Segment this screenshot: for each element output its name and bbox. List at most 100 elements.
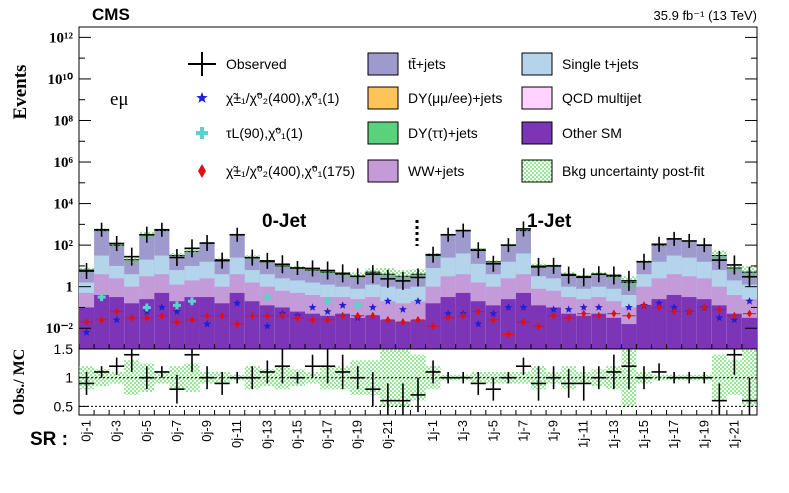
x-tick-label: 0j-15: [289, 420, 304, 449]
channel-label: eμ: [110, 89, 129, 110]
x-tick-label: 0j-17: [320, 420, 335, 449]
stack-bar-other-sm: [561, 313, 577, 349]
background-stack: [79, 228, 757, 349]
signal1-star: [579, 303, 588, 311]
signal2-cross: [97, 293, 106, 302]
legend-marker-diamond: [198, 164, 206, 178]
signal1-star: [368, 303, 377, 311]
legend-label-dyll: DY(μμ/ee)+jets: [408, 90, 502, 106]
signal1-star: [624, 303, 633, 311]
x-tick-label: 0j-13: [259, 420, 274, 449]
experiment-label: CMS: [92, 5, 130, 24]
signal3-diamond: [144, 313, 150, 322]
signal3-diamond: [415, 315, 421, 324]
legend-swatch-ww: [367, 159, 399, 183]
ratio-y-axis-label: Obs./ MC: [11, 349, 28, 416]
legend-swatch-other: [521, 121, 553, 145]
stack-bar-other-sm: [320, 315, 336, 349]
signal1-star: [338, 301, 347, 309]
legend-entry-unc: Bkg uncertainty post-fit: [521, 159, 705, 183]
x-prefix-label: SR :: [30, 429, 68, 450]
signal3-diamond: [460, 311, 466, 320]
region-label-0jet: 0-Jet: [262, 211, 307, 232]
signal2-cross: [353, 301, 362, 310]
legend-swatch-dytt: [367, 121, 399, 145]
signal1-star: [519, 303, 528, 311]
stack-bar-other-sm: [726, 313, 742, 349]
signal3-diamond: [475, 307, 481, 316]
legend-label-observed: Observed: [226, 56, 287, 72]
signal3-diamond: [686, 307, 692, 316]
region-label-1jet: 1-Jet: [527, 211, 572, 232]
stack-bar-other-sm: [139, 299, 155, 349]
legend-label-sig3: χ̃±₁/χ̃⁰₂(400),χ̃⁰₁(175): [226, 163, 355, 179]
stack-bar-other-sm: [305, 313, 321, 349]
signal3-diamond: [445, 313, 451, 322]
legend-entry-sig2: τL(90),χ̃⁰₁(1): [196, 125, 303, 141]
y-tick-label: 10⁶: [54, 155, 74, 171]
signal1-star: [203, 319, 212, 328]
signal1-star: [263, 321, 272, 330]
legend-entry-ww: WW+jets: [367, 159, 464, 183]
legend-entry-observed: Observed: [188, 52, 287, 76]
legend-label-sig1: χ̃±₁/χ̃⁰₂(400),χ̃⁰₁(1): [226, 90, 339, 106]
stack-bar-other-sm: [109, 297, 125, 349]
signal3-diamond: [490, 315, 496, 324]
x-tick-label: 0j-7: [169, 420, 184, 442]
signal1-star: [715, 313, 724, 322]
signal1-star: [594, 303, 603, 311]
y-axis-ticks: 10⁻² 1 10² 10⁴ 10⁶ 10⁸ 10¹⁰ 10¹²: [46, 30, 757, 350]
signal1-star: [549, 305, 558, 313]
legend-entry-singlet: Single t+jets: [521, 52, 639, 76]
legend-label-sig2: τL(90),χ̃⁰₁(1): [226, 125, 303, 141]
ratio-tick-label: 1: [65, 370, 73, 386]
signal3-diamond: [671, 307, 677, 316]
signal3-diamond: [641, 301, 647, 310]
signal3-diamond: [596, 311, 602, 320]
legend-swatch-unc: [521, 159, 553, 183]
signal1-star: [308, 303, 317, 311]
stack-bar-other-sm: [621, 324, 637, 349]
signal3-diamond: [626, 311, 632, 320]
observed-points: [79, 221, 757, 291]
signal1-star: [233, 299, 242, 307]
stack-bar-other-sm: [455, 292, 471, 349]
signal2-cross: [323, 297, 332, 306]
x-tick-label: 1j-3: [455, 420, 470, 442]
signal3-diamond: [551, 311, 557, 320]
x-tick-label: 1j-19: [696, 420, 711, 449]
stack-bar-other-sm: [350, 317, 366, 349]
legend-label-dytt: DY(ττ)+jets: [408, 125, 478, 141]
signal1-star: [157, 303, 166, 311]
signal3-diamond: [581, 309, 587, 318]
ratio-uncertainty: [726, 360, 742, 395]
legend-entry-sig1: χ̃±₁/χ̃⁰₂(400),χ̃⁰₁(1): [196, 90, 339, 106]
signal3-diamond: [249, 311, 255, 320]
stack-bar-other-sm: [485, 305, 501, 349]
x-tick-label: 0j-9: [199, 420, 214, 442]
signal1-star: [474, 319, 483, 328]
signal3-diamond: [279, 311, 285, 320]
stack-bar-other-sm: [274, 307, 290, 349]
y-axis-label: Events: [10, 65, 31, 120]
stack-bar-other-sm: [500, 299, 516, 349]
legend-entry-qcd: QCD multijet: [521, 86, 641, 110]
legend-entry-ttbar: tt̄+jets: [367, 52, 446, 76]
signal3-diamond: [611, 309, 617, 318]
signal1-star: [504, 303, 513, 311]
signal1-star: [489, 309, 498, 318]
signal3-diamond: [159, 311, 165, 320]
signal3-diamond: [219, 311, 225, 320]
legend-marker-observed: [188, 52, 216, 76]
ratio-uncertainty: [395, 349, 411, 407]
stack-bar-other-sm: [741, 317, 757, 349]
stack-bar-other-sm: [365, 315, 381, 349]
stack-bar-other-sm: [651, 299, 667, 349]
signal3-diamond: [294, 313, 300, 322]
signal3-diamond: [99, 315, 105, 324]
x-tick-label: 1j-1: [425, 420, 440, 442]
stack-bar-other-sm: [696, 299, 712, 349]
ratio-tick-label: 0.5: [54, 398, 74, 414]
stack-bar-other-sm: [576, 315, 592, 349]
signal2-cross: [263, 293, 272, 302]
